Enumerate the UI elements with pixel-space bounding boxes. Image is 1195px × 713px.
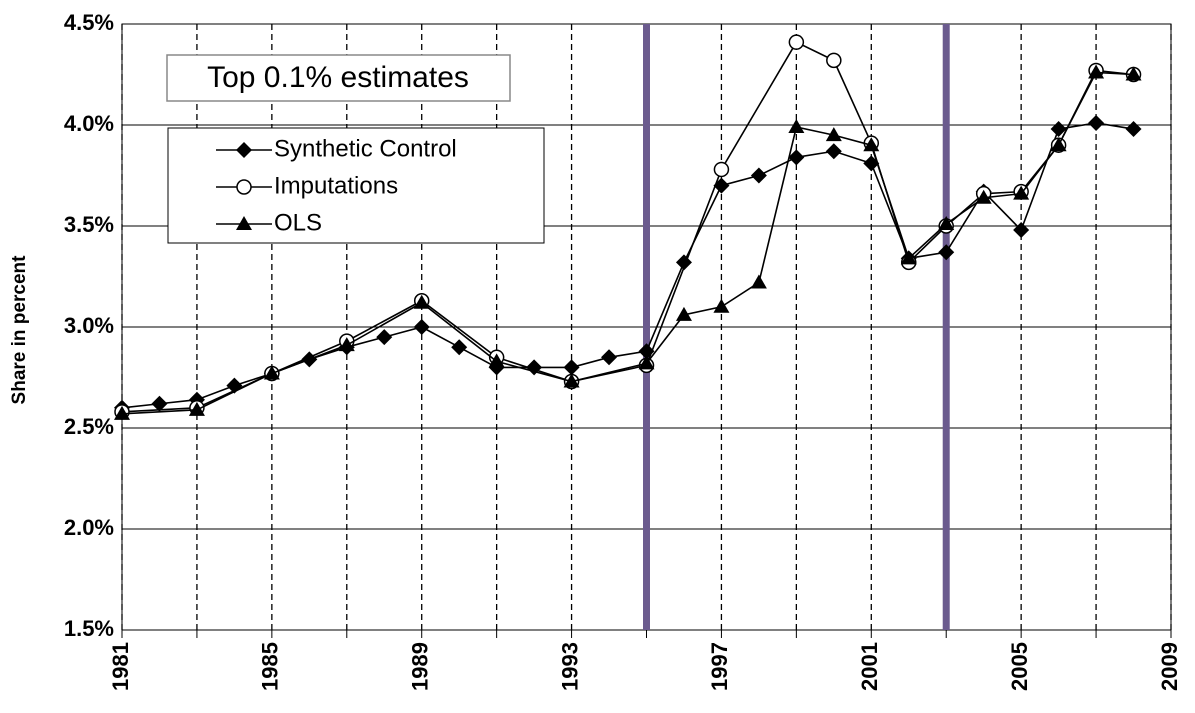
marker (750, 274, 767, 289)
marker (938, 244, 955, 261)
marker (1125, 66, 1142, 81)
marker (563, 359, 580, 376)
marker (938, 215, 955, 230)
marker (1050, 121, 1067, 138)
legend-label: OLS (274, 209, 322, 236)
marker (1013, 222, 1030, 239)
marker (151, 395, 168, 412)
marker (451, 339, 468, 356)
marker (114, 405, 130, 420)
marker (376, 329, 393, 346)
marker (1013, 185, 1030, 200)
x-tick-label: 1993 (557, 642, 582, 691)
marker (1125, 121, 1142, 138)
marker (601, 349, 618, 366)
y-tick-label: 2.5% (64, 414, 114, 439)
marker (413, 294, 430, 309)
title-box (166, 54, 511, 102)
y-tick-label: 4.0% (64, 111, 114, 136)
marker (338, 337, 355, 352)
y-tick-label: 4.5% (64, 10, 114, 35)
marker (826, 52, 842, 69)
x-tick-label: 1989 (408, 642, 433, 691)
marker (488, 353, 505, 368)
marker (1088, 114, 1105, 131)
marker (825, 143, 842, 160)
marker (188, 401, 205, 416)
marker (1050, 137, 1067, 152)
x-tick-label: 1997 (707, 642, 732, 691)
marker (638, 355, 655, 370)
marker (1088, 64, 1105, 79)
marker (750, 167, 767, 184)
legend-label: Synthetic Control (274, 135, 457, 162)
y-tick-label: 1.5% (64, 616, 114, 641)
x-tick-label: 1985 (258, 642, 283, 691)
marker (975, 189, 992, 204)
y-tick-label: 3.5% (64, 212, 114, 237)
marker (675, 306, 692, 321)
marker (713, 161, 730, 178)
marker (788, 149, 805, 166)
x-tick-label: 1981 (108, 642, 133, 691)
x-tick-label: 2005 (1007, 642, 1032, 691)
marker (563, 373, 580, 388)
legend-marker (236, 216, 252, 230)
marker (900, 250, 917, 265)
marker (413, 319, 430, 335)
legend-label: Imputations (274, 172, 398, 199)
legend-marker (236, 142, 252, 158)
marker (713, 298, 730, 313)
y-tick-label: 2.0% (64, 515, 114, 540)
x-tick-label: 2001 (857, 642, 882, 691)
y-axis-label: Share in percent (9, 255, 30, 405)
x-tick-label: 2009 (1157, 642, 1182, 691)
y-tick-label: 3.0% (64, 313, 114, 338)
marker (788, 119, 805, 134)
marker (863, 137, 880, 152)
legend-marker (236, 179, 252, 195)
marker (263, 365, 280, 380)
marker (825, 127, 842, 142)
marker (788, 34, 805, 50)
marker (675, 254, 692, 271)
chart-title: Top 0.1% estimates (207, 61, 469, 94)
